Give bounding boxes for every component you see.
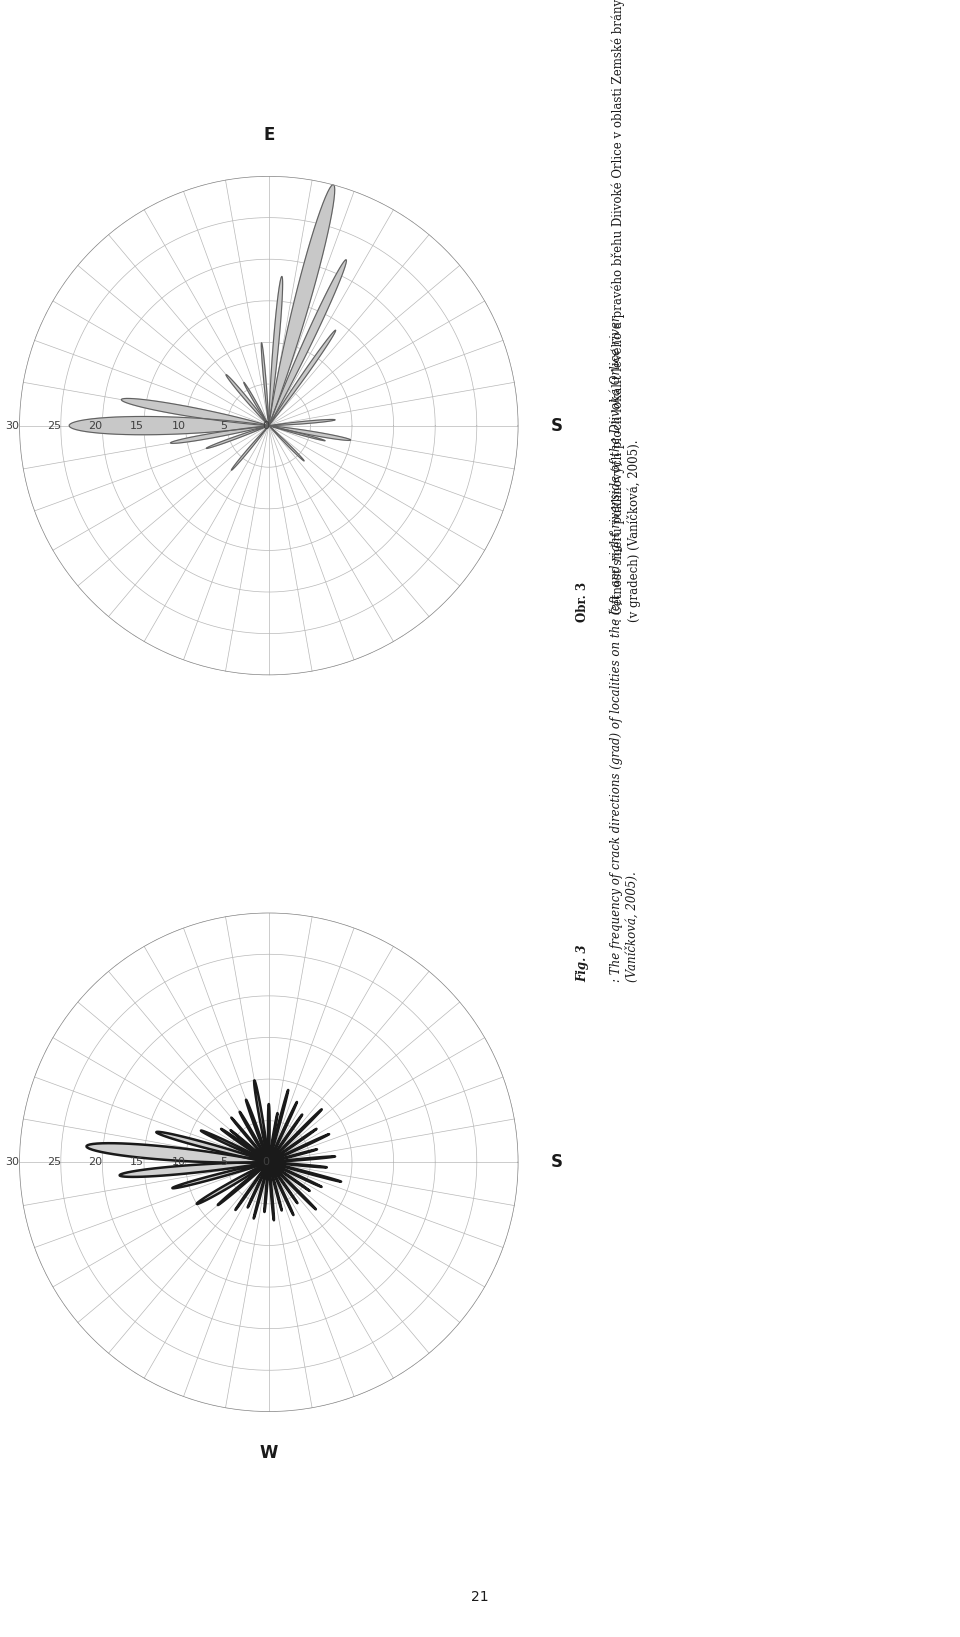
Text: Fig. 3: Fig. 3 — [576, 945, 589, 982]
Polygon shape — [206, 426, 269, 449]
Text: 20: 20 — [88, 421, 103, 431]
Polygon shape — [269, 1162, 274, 1220]
Polygon shape — [120, 1162, 269, 1177]
Polygon shape — [156, 1131, 269, 1162]
Polygon shape — [121, 398, 269, 426]
Text: 10: 10 — [172, 421, 185, 431]
Text: 25: 25 — [47, 1157, 60, 1167]
Text: S: S — [551, 1154, 563, 1170]
Text: : Četnost směrů puklinových ploch lokalit levého a pravého břehu Diivoké Orlice : : Četnost směrů puklinových ploch lokali… — [610, 0, 641, 622]
Polygon shape — [269, 1162, 294, 1215]
Text: W: W — [259, 1444, 278, 1462]
Polygon shape — [269, 1162, 341, 1182]
Text: 5: 5 — [220, 421, 228, 431]
Polygon shape — [201, 1131, 269, 1162]
Polygon shape — [244, 383, 269, 426]
Text: : The frequency of crack directions (grad) of localities on the left  and right : : The frequency of crack directions (gra… — [610, 316, 638, 982]
Polygon shape — [221, 1130, 269, 1162]
Polygon shape — [69, 416, 269, 435]
Polygon shape — [226, 375, 269, 426]
Polygon shape — [269, 260, 347, 426]
Text: 15: 15 — [130, 1157, 144, 1167]
Polygon shape — [231, 1118, 269, 1162]
Polygon shape — [269, 1115, 302, 1162]
Polygon shape — [173, 1162, 269, 1188]
Polygon shape — [269, 426, 350, 440]
Text: 0: 0 — [262, 1157, 269, 1167]
Text: 21: 21 — [471, 1590, 489, 1604]
Polygon shape — [269, 1162, 316, 1210]
Polygon shape — [248, 1162, 269, 1208]
Text: 30: 30 — [5, 1157, 19, 1167]
Polygon shape — [269, 331, 336, 426]
Polygon shape — [86, 1143, 269, 1162]
Polygon shape — [269, 277, 282, 426]
Polygon shape — [269, 419, 335, 426]
Text: S: S — [551, 417, 563, 434]
Polygon shape — [269, 1162, 310, 1190]
Text: 5: 5 — [220, 1157, 228, 1167]
Polygon shape — [269, 1110, 322, 1162]
Polygon shape — [269, 1162, 298, 1203]
Polygon shape — [269, 185, 335, 426]
Text: 15: 15 — [130, 421, 144, 431]
Text: 25: 25 — [47, 421, 60, 431]
Polygon shape — [269, 1149, 317, 1162]
Polygon shape — [269, 1162, 326, 1167]
Polygon shape — [171, 426, 269, 444]
Polygon shape — [269, 426, 304, 462]
Polygon shape — [253, 1162, 269, 1218]
Polygon shape — [269, 1162, 322, 1187]
Polygon shape — [230, 1130, 269, 1162]
Polygon shape — [218, 1162, 269, 1205]
Polygon shape — [268, 1103, 270, 1162]
Text: 30: 30 — [5, 421, 19, 431]
Polygon shape — [231, 426, 269, 470]
Polygon shape — [261, 342, 269, 426]
Polygon shape — [269, 1134, 329, 1162]
Text: 10: 10 — [172, 1157, 185, 1167]
Polygon shape — [246, 1100, 269, 1162]
Polygon shape — [269, 1162, 281, 1210]
Polygon shape — [264, 1162, 269, 1211]
Polygon shape — [269, 1130, 317, 1162]
Polygon shape — [269, 1102, 297, 1162]
Text: 20: 20 — [88, 1157, 103, 1167]
Polygon shape — [235, 1162, 269, 1210]
Text: E: E — [263, 126, 275, 144]
Polygon shape — [269, 1113, 277, 1162]
Text: Obr. 3: Obr. 3 — [576, 581, 589, 622]
Text: 0: 0 — [262, 421, 269, 431]
Polygon shape — [269, 1156, 335, 1162]
Polygon shape — [254, 1080, 269, 1162]
Polygon shape — [269, 1090, 288, 1162]
Polygon shape — [197, 1162, 269, 1203]
Polygon shape — [269, 426, 325, 440]
Polygon shape — [240, 1112, 269, 1162]
